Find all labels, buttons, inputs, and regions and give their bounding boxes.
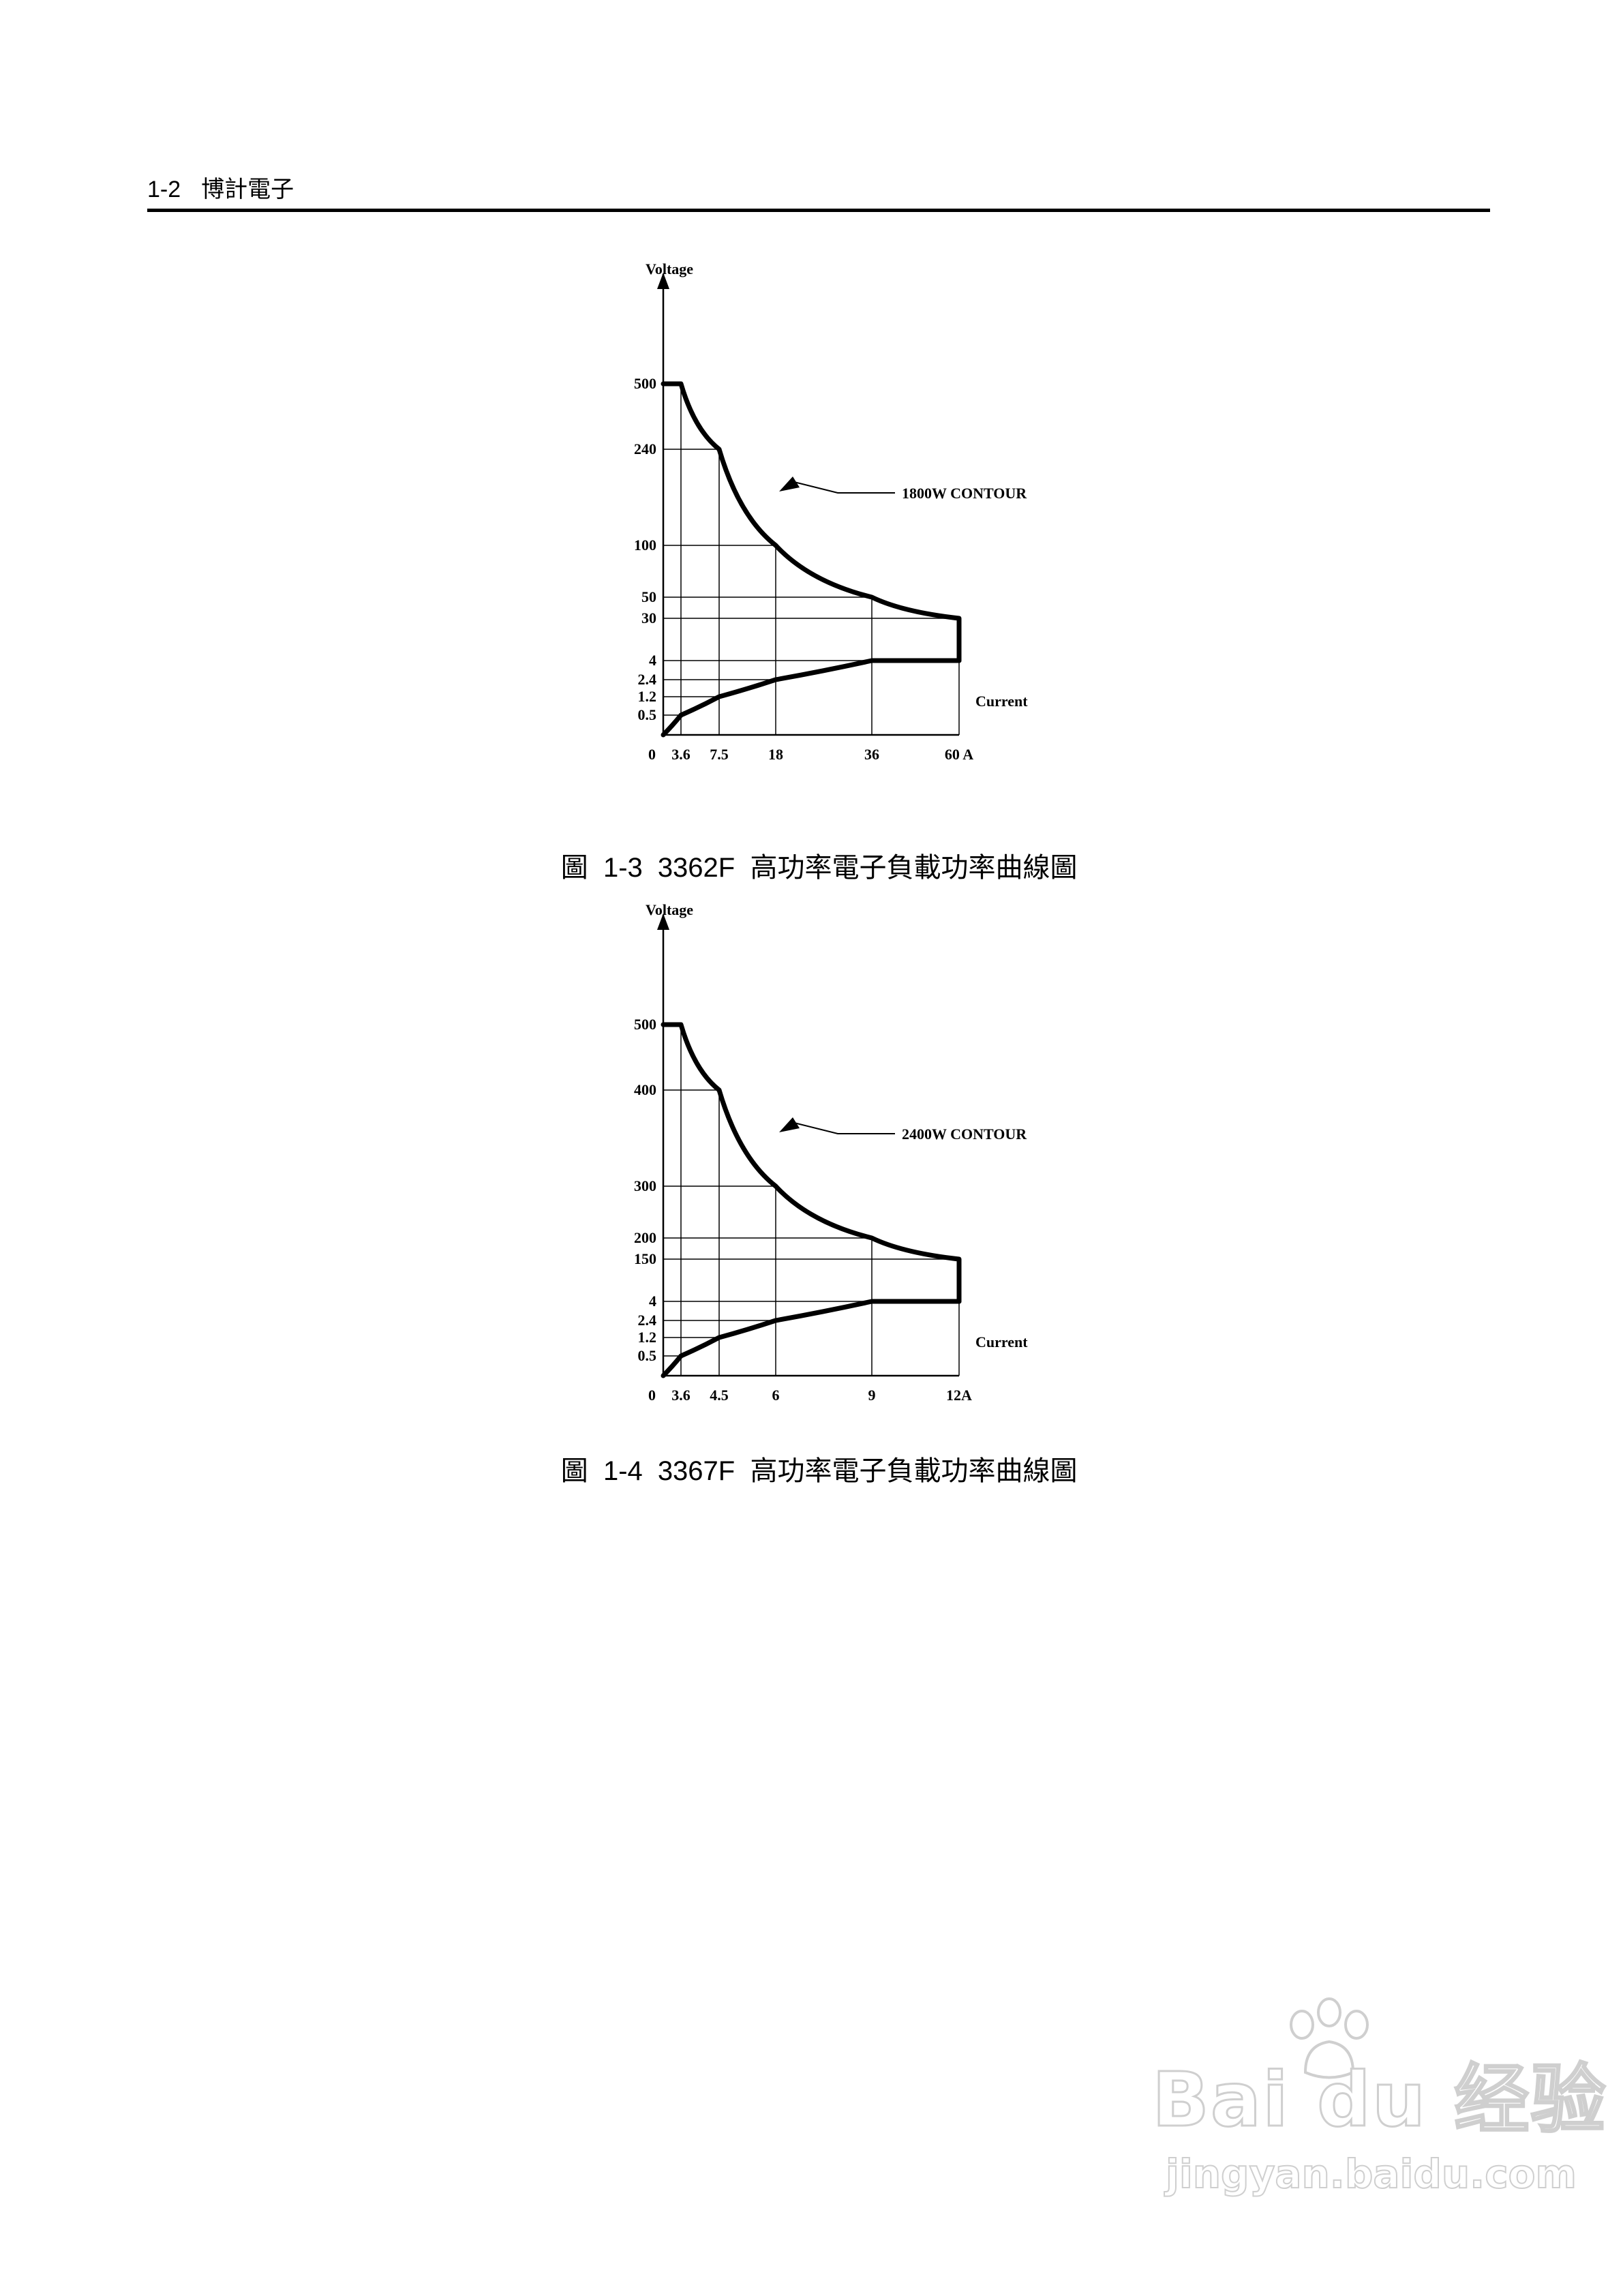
figure-caption-1: 圖 1-3 3362F 高功率電子負載功率曲線圖: [0, 815, 1623, 885]
x-tick-label-3: 18: [768, 746, 783, 763]
x-tick-label-4: 9: [868, 1387, 876, 1404]
y-tick-label-1: 1.2: [638, 688, 657, 705]
header-page-number: 1-2: [147, 177, 181, 202]
x-tick-label-0: 0: [648, 746, 656, 763]
x-tick-label-5: 12A: [946, 1387, 972, 1404]
x-tick-label-1: 3.6: [671, 1387, 691, 1404]
y-tick-label-8: 500: [634, 375, 656, 392]
y-tick-label-4: 150: [634, 1250, 656, 1267]
annotation-leader-line: [793, 1122, 895, 1134]
header-company: 博計電子: [201, 177, 294, 202]
power-curve-chart-2-svg: 0.51.22.4 4 150 200 300 400 500 0 3.6 4.5 6 9 12A Vol…: [634, 901, 1028, 1404]
figure-caption-2-number: 圖 1-4: [560, 1456, 643, 1486]
annotation-label: 2400W CONTOUR: [902, 1126, 1027, 1143]
y-tick-label-3: 4: [649, 1293, 656, 1310]
power-curve-chart-2: 0.5 1.2 2.4 4 150 200 300 400 500 0 3.6 4.5 6 9 12A Vol…: [600, 886, 1118, 1418]
y-axis-title: Voltage: [646, 260, 693, 277]
watermark-url-text: jingyan.baidu.com: [1165, 2150, 1577, 2198]
y-tick-label-3: 4: [649, 652, 656, 669]
figure-caption-1-text: 3362F 高功率電子負載功率曲線圖: [657, 853, 1078, 883]
y-tick-label-7: 240: [634, 440, 656, 457]
header-text: 1-2 博計電子: [147, 170, 294, 204]
x-axis-title: Current: [975, 1333, 1028, 1350]
y-axis-arrow: [657, 913, 669, 930]
figure-caption-2: 圖 1-4 3367F 高功率電子負載功率曲線圖: [0, 1418, 1623, 1488]
y-tick-label-0: 0.5: [638, 1347, 657, 1364]
series-line-1: [661, 381, 962, 663]
watermark-logo-text: Bai du 经验: [1151, 2055, 1607, 2145]
y-tick-label-6: 300: [634, 1177, 656, 1194]
x-tick-label-4: 36: [864, 746, 879, 763]
x-tick-label-3: 6: [772, 1387, 780, 1404]
annotation-arrow: [779, 1117, 800, 1132]
y-tick-label-5: 50: [641, 588, 656, 605]
figure-caption-2-text: 3367F 高功率電子負載功率曲線圖: [657, 1456, 1078, 1486]
y-tick-label-5: 200: [634, 1229, 656, 1246]
y-tick-label-1: 1.2: [638, 1329, 657, 1346]
series-line-1: [661, 1022, 962, 1304]
x-tick-label-2: 4.5: [710, 1387, 729, 1404]
power-curve-chart-1-svg: 0.51.22.4 4 30 50 100 240 500 0 3.6 7.5 18 36 60 A Vo…: [634, 260, 1028, 763]
annotation-leader-line: [793, 481, 895, 494]
x-axis-title: Current: [975, 693, 1028, 710]
y-tick-label-2: 2.4: [638, 671, 657, 688]
y-axis-arrow: [657, 273, 669, 289]
annotation-label: 1800W CONTOUR: [902, 485, 1027, 502]
x-tick-label-1: 3.6: [671, 746, 691, 763]
y-tick-label-7: 400: [634, 1081, 656, 1098]
baidu-watermark: Bai du 经验 jingyan.baidu.com: [1151, 1997, 1607, 2209]
figure-caption-1-number: 圖 1-3: [560, 853, 643, 883]
y-tick-label-6: 100: [634, 537, 656, 554]
y-tick-label-4: 30: [641, 609, 656, 626]
page-header: 1-2 博計電子: [147, 170, 1490, 213]
x-tick-label-2: 7.5: [710, 746, 729, 763]
y-tick-label-2: 2.4: [638, 1312, 657, 1329]
annotation-arrow: [779, 477, 800, 492]
x-tick-label-5: 60 A: [945, 746, 973, 763]
x-tick-label-0: 0: [648, 1387, 656, 1404]
series-line-2: [661, 1299, 962, 1378]
power-curve-chart-1: 0.5 1.2 2.4 4 30 50 100 240 500 0 3.6 7.5 18 36 60 A Vo…: [600, 245, 1118, 777]
header-rule: [147, 209, 1490, 212]
paw-icon: [1290, 1997, 1369, 2079]
series-line-2: [661, 658, 962, 738]
y-tick-label-0: 0.5: [638, 706, 657, 723]
y-axis-title: Voltage: [646, 901, 693, 918]
y-tick-label-8: 500: [634, 1016, 656, 1033]
